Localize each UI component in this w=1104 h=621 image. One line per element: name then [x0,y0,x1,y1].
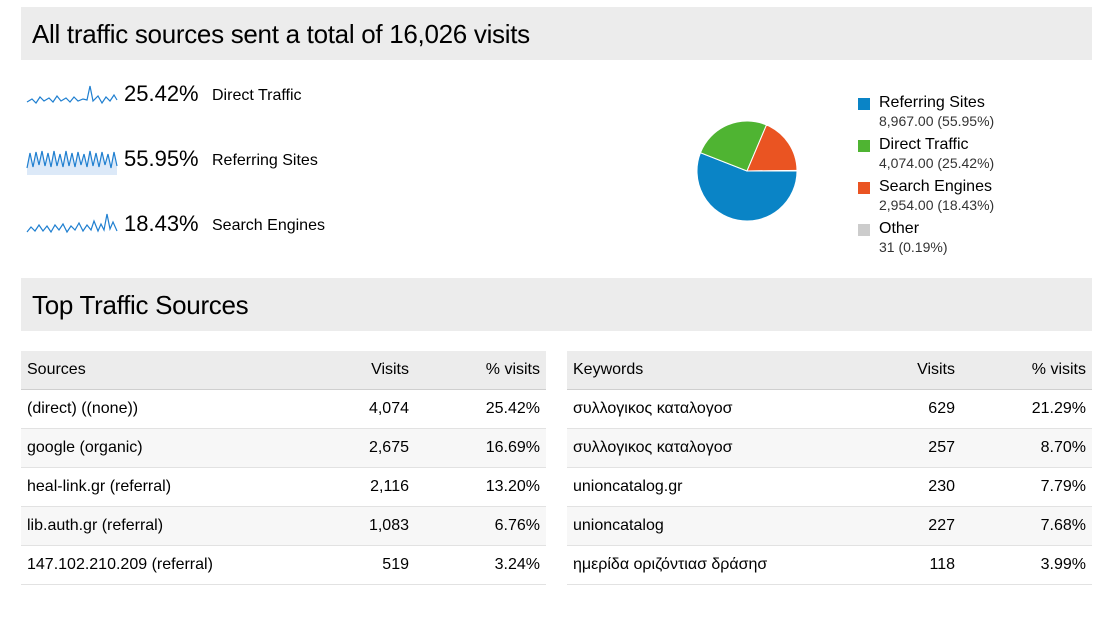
table-row[interactable]: lib.auth.gr (referral) 1,083 6.76% [21,506,546,546]
source-percent: 6.76% [415,506,546,546]
column-header-visits[interactable]: Visits [879,351,961,390]
keyword-visits: 230 [879,467,961,507]
pie-slice-search-engines[interactable] [746,124,798,172]
table-row[interactable]: google (organic) 2,675 16.69% [21,428,546,468]
summary-header: All traffic sources sent a total of 16,0… [21,7,1092,60]
keyword-text[interactable]: unioncatalog [567,506,879,546]
source-visits: 4,074 [333,389,415,429]
source-percent: 3.24% [415,545,546,585]
source-visits: 519 [333,545,415,585]
table-row[interactable]: ημερίδα οριζόντιασ δράσησ 118 3.99% [567,545,1092,585]
keyword-visits: 227 [879,506,961,546]
sparkline-direct-traffic [26,85,118,105]
source-name[interactable]: (direct) ((none)) [21,389,333,429]
source-percent: 16.69% [415,428,546,468]
source-name[interactable]: heal-link.gr (referral) [21,467,333,507]
column-header-percent-visits[interactable]: % visits [961,351,1092,390]
source-visits: 2,675 [333,428,415,468]
table-row[interactable]: unioncatalog.gr 230 7.79% [567,467,1092,507]
legend-name: Search Engines [879,178,992,195]
legend-value: 4,074.00 (25.42%) [879,155,995,171]
table-row[interactable]: (direct) ((none)) 4,074 25.42% [21,389,546,429]
legend-name: Referring Sites [879,94,985,111]
table-row[interactable]: συλλογικος καταλογοσ 257 8.70% [567,428,1092,468]
sparkline-search-engines [26,213,118,234]
keyword-percent: 8.70% [961,428,1092,468]
source-visits: 2,116 [333,467,415,507]
metric-percent: 25.42% [124,81,199,106]
metric-percent: 18.43% [124,211,199,236]
keyword-visits: 629 [879,389,961,429]
legend-value: 2,954.00 (18.43%) [879,197,995,213]
table-row[interactable]: 147.102.210.209 (referral) 519 3.24% [21,545,546,585]
keyword-percent: 7.79% [961,467,1092,507]
column-header-sources[interactable]: Sources [21,351,333,390]
metric-label[interactable]: Referring Sites [212,152,318,169]
source-percent: 13.20% [415,467,546,507]
legend-swatch [858,140,870,152]
legend-value: 31 (0.19%) [879,239,948,255]
sources-table: Sources Visits % visits (direct) ((none)… [21,351,546,585]
top-sources-header: Top Traffic Sources [21,278,1092,331]
keyword-percent: 21.29% [961,389,1092,429]
legend-swatch [858,224,870,236]
legend-name: Other [879,220,920,237]
table-row[interactable]: συλλογικος καταλογοσ 629 21.29% [567,389,1092,429]
summary-title: All traffic sources sent a total of 16,0… [32,19,530,49]
metric-label[interactable]: Direct Traffic [212,87,302,104]
keyword-percent: 3.99% [961,545,1092,585]
column-header-percent-visits[interactable]: % visits [415,351,546,390]
column-header-visits[interactable]: Visits [333,351,415,390]
pie-slice-direct-traffic[interactable] [699,120,768,172]
legend-name: Direct Traffic [879,136,969,153]
keyword-text[interactable]: συλλογικος καταλογοσ [567,389,879,429]
pie-slice-referring-sites[interactable] [696,152,798,222]
keyword-visits: 118 [879,545,961,585]
metric-percent: 55.95% [124,146,199,171]
legend-swatch [858,98,870,110]
keywords-table: Keywords Visits % visits συλλογικος κατα… [567,351,1092,585]
table-header-row: Keywords Visits % visits [567,351,1092,390]
keyword-text[interactable]: unioncatalog.gr [567,467,879,507]
legend-swatch [858,182,870,194]
metric-label[interactable]: Search Engines [212,217,325,234]
source-name[interactable]: lib.auth.gr (referral) [21,506,333,546]
sparkline-referring-sites [26,150,118,175]
pie-slice-other[interactable] [746,169,798,172]
source-percent: 25.42% [415,389,546,429]
keyword-visits: 257 [879,428,961,468]
keyword-percent: 7.68% [961,506,1092,546]
table-row[interactable]: unioncatalog 227 7.68% [567,506,1092,546]
source-name[interactable]: google (organic) [21,428,333,468]
table-row[interactable]: heal-link.gr (referral) 2,116 13.20% [21,467,546,507]
traffic-pie-chart [696,120,798,222]
top-sources-title: Top Traffic Sources [32,290,249,320]
keyword-text[interactable]: συλλογικος καταλογοσ [567,428,879,468]
source-name[interactable]: 147.102.210.209 (referral) [21,545,333,585]
column-header-keywords[interactable]: Keywords [567,351,879,390]
keyword-text[interactable]: ημερίδα οριζόντιασ δράσησ [567,545,879,585]
source-visits: 1,083 [333,506,415,546]
legend-value: 8,967.00 (55.95%) [879,113,995,129]
table-header-row: Sources Visits % visits [21,351,546,390]
